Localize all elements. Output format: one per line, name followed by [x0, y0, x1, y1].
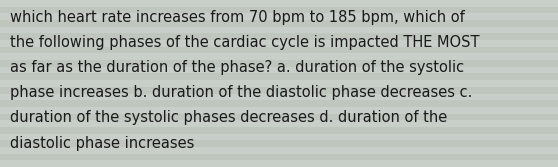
Bar — [0, 0, 558, 7]
Bar — [0, 160, 558, 167]
Bar — [0, 13, 558, 20]
Bar — [0, 94, 558, 100]
Bar — [0, 147, 558, 154]
Bar — [0, 114, 558, 120]
Bar — [0, 27, 558, 33]
Bar — [0, 20, 558, 27]
Text: the following phases of the cardiac cycle is impacted THE MOST: the following phases of the cardiac cycl… — [10, 35, 479, 50]
Bar — [0, 140, 558, 147]
Bar — [0, 40, 558, 47]
Text: which heart rate increases from 70 bpm to 185 bpm, which of: which heart rate increases from 70 bpm t… — [10, 10, 465, 25]
Bar — [0, 87, 558, 94]
Bar — [0, 80, 558, 87]
Bar — [0, 7, 558, 13]
Bar — [0, 47, 558, 53]
Bar — [0, 107, 558, 114]
Bar — [0, 120, 558, 127]
Bar — [0, 100, 558, 107]
Text: as far as the duration of the phase? a. duration of the systolic: as far as the duration of the phase? a. … — [10, 60, 464, 75]
Bar — [0, 73, 558, 80]
Text: diastolic phase increases: diastolic phase increases — [10, 135, 194, 150]
Text: phase increases b. duration of the diastolic phase decreases c.: phase increases b. duration of the diast… — [10, 85, 473, 100]
Bar — [0, 33, 558, 40]
Text: duration of the systolic phases decreases d. duration of the: duration of the systolic phases decrease… — [10, 110, 448, 125]
Bar — [0, 127, 558, 134]
Bar — [0, 60, 558, 67]
Bar — [0, 67, 558, 73]
Bar — [0, 154, 558, 160]
Bar — [0, 134, 558, 140]
Bar — [0, 53, 558, 60]
